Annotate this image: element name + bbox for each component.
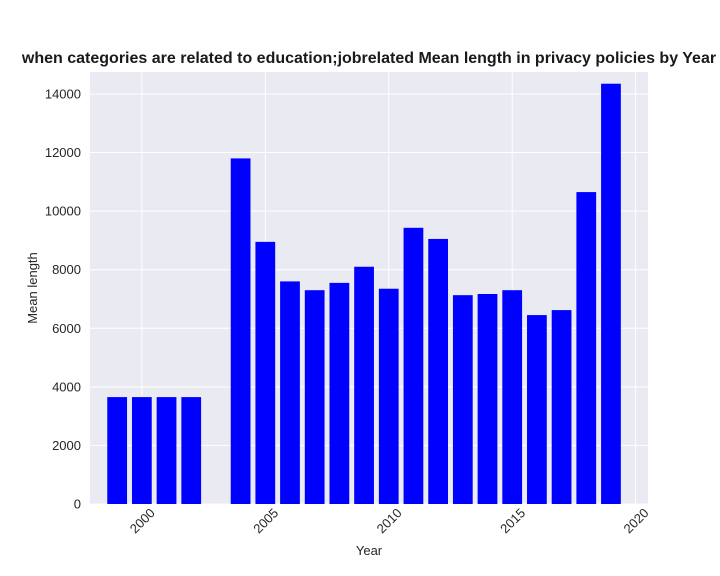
bar-2011	[403, 227, 424, 505]
bar-2005	[255, 241, 276, 504]
bar-2009	[354, 266, 374, 504]
y-tick-label: 12000	[45, 145, 81, 160]
x-tick-label: 2010	[374, 505, 405, 536]
bar-2007	[304, 290, 325, 504]
bar-2013	[452, 295, 473, 504]
bar-2012	[428, 238, 449, 504]
y-tick-label: 0	[74, 497, 81, 512]
y-tick-label: 8000	[52, 262, 81, 277]
chart-title: when categories are related to education…	[21, 50, 716, 67]
x-axis-ticks: 2000 2005 2010 2015 2020	[127, 505, 652, 536]
y-tick-label: 2000	[52, 438, 81, 453]
bar-2015	[502, 290, 523, 504]
bar-2001	[156, 397, 177, 504]
y-axis-label: Mean length	[25, 252, 40, 324]
y-axis-ticks: 0 2000 4000 6000 8000 10000 12000 14000	[45, 86, 81, 511]
bar-2004	[230, 158, 251, 504]
y-tick-label: 4000	[52, 379, 81, 394]
bar-2010	[378, 288, 399, 504]
bars	[107, 83, 621, 505]
bar-2014	[477, 294, 498, 504]
bar-2016	[527, 315, 547, 504]
bar-2006	[280, 281, 300, 504]
x-axis-label: Year	[356, 543, 383, 558]
bar-2008	[329, 282, 350, 504]
y-tick-label: 6000	[52, 321, 81, 336]
bar-2000	[131, 397, 152, 504]
x-tick-label: 2015	[497, 505, 528, 536]
y-tick-label: 14000	[45, 86, 81, 101]
y-tick-label: 10000	[45, 204, 81, 219]
x-tick-label: 2000	[127, 505, 158, 536]
bar-2002	[181, 397, 202, 504]
bar-2017	[551, 310, 572, 504]
bar-2019	[601, 83, 621, 504]
bar-1999	[107, 397, 128, 504]
bar-2018	[576, 192, 597, 504]
x-tick-label: 2020	[621, 505, 652, 536]
x-tick-label: 2005	[250, 505, 281, 536]
